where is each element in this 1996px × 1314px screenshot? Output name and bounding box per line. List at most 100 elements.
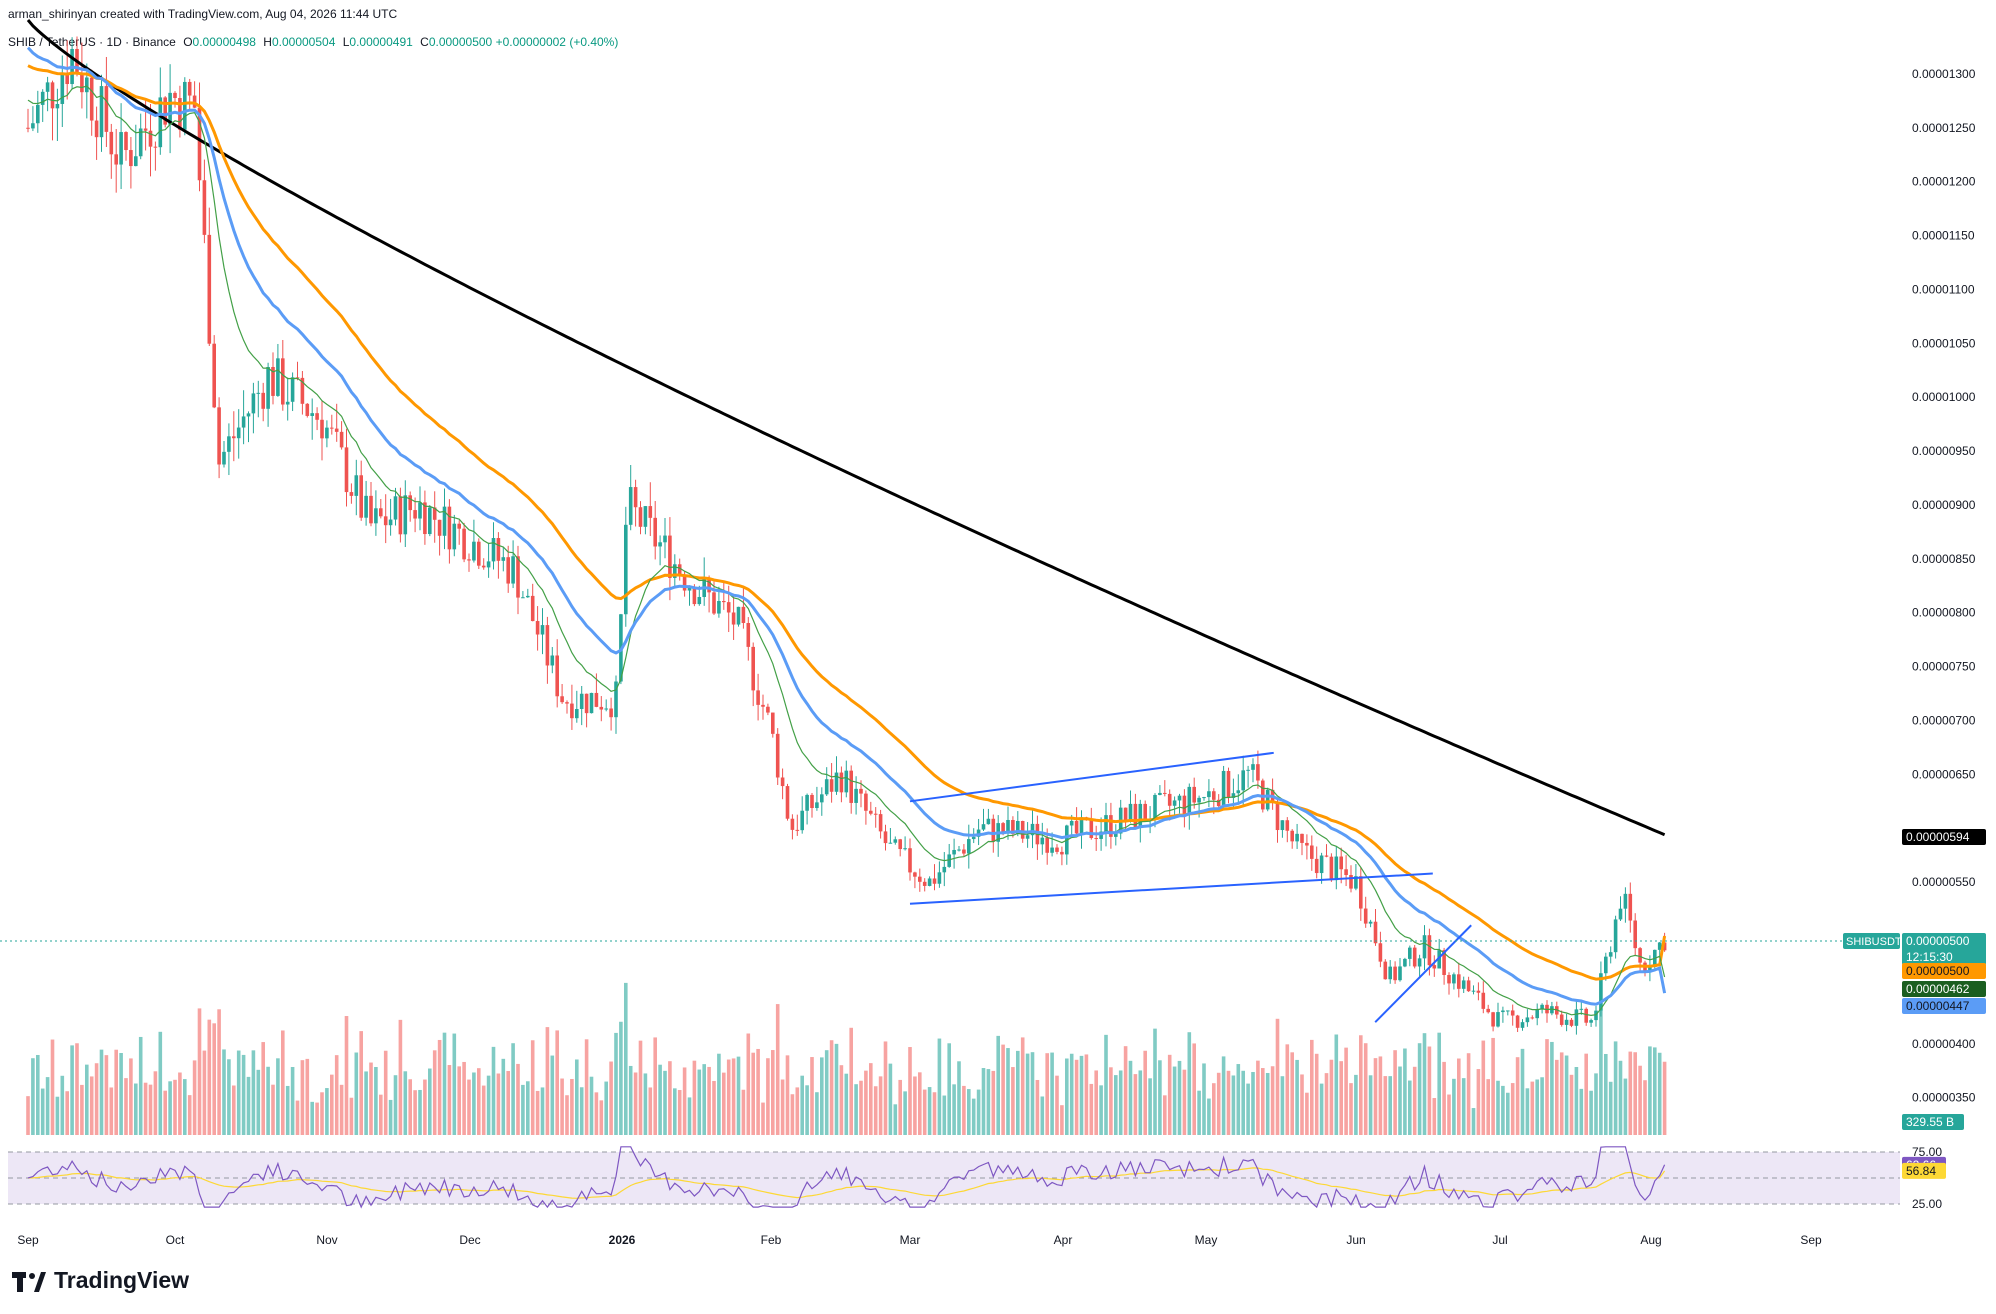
volume-bar [1187,1032,1192,1135]
volume-bar [1447,1094,1451,1135]
candle-body [726,602,731,613]
volume-bar [256,1069,261,1135]
volume-bar [986,1069,991,1135]
candle-body [1569,1019,1574,1026]
volume-bar [565,1095,569,1135]
candle-body [824,779,829,795]
ma-line-green [27,85,1666,1017]
candle-body [1506,1010,1510,1012]
volume-bar [178,1072,182,1135]
volume-bar [1310,1039,1314,1135]
volume-bar [1025,1053,1030,1135]
low-value: 0.00000491 [349,35,413,49]
volume-bar [354,1052,359,1135]
volume-bar [40,1088,45,1135]
high-value: 0.00000504 [271,35,336,49]
candle-body [761,704,765,707]
price-axis[interactable]: 0.00001300 0.00001250 0.00001200 0.00001150… [1912,67,1976,1105]
candle-body [1447,974,1451,984]
volume-bar [1408,1080,1412,1135]
candle-body [712,592,716,614]
volume-bar [775,1004,780,1135]
volume-bar [1221,1056,1226,1135]
candle-body [359,475,363,518]
candle-body [1349,875,1353,889]
volume-bar [1373,1058,1378,1135]
volume-bar [295,1100,300,1135]
volume-bar [31,1058,35,1135]
x-tick-label: Oct [166,1233,185,1247]
volume-bar [1545,1039,1549,1135]
candle-body [1202,797,1206,799]
volume-bar [428,1068,432,1135]
ma-green-tag: 0.00000462 [1906,982,1970,996]
candle-body [1628,893,1633,921]
volume-bar [1246,1083,1250,1135]
candle-body [805,794,809,811]
candle-body [491,538,496,562]
volume-bar [1016,1050,1020,1135]
candle-body [1310,845,1314,859]
candle-body [457,523,461,529]
candle-body [1285,820,1290,831]
bar-countdown: 12:15:30 [1906,950,1953,964]
volume-bar [579,1087,584,1135]
volume-bar [1099,1085,1103,1135]
candle-body [908,848,912,873]
volume-bar [1030,1052,1035,1135]
candle-body [883,831,888,844]
volume-bar [1393,1050,1397,1135]
candle-body [599,706,604,710]
candle-body [1520,1022,1525,1028]
volume-bar [26,1096,30,1135]
candle-body [584,693,589,714]
y-tick-label: 0.00001000 [1912,390,1976,404]
volume-bar [481,1085,486,1135]
volume-bar [1261,1068,1265,1135]
candle-body [1143,803,1147,820]
candle-body [379,508,383,517]
volume-bar [790,1094,795,1135]
candle-body [1476,990,1481,993]
volume-bar [947,1043,951,1135]
volume-bar [423,1079,427,1135]
candle-body [285,401,290,405]
candle-body [163,97,167,125]
candle-body [555,655,559,697]
rsi-level-label: 75.00 [1912,1145,1942,1159]
volume-bar [85,1064,89,1135]
candle-body [138,128,143,157]
volume-bar [712,1080,716,1135]
volume-bar [276,1058,280,1135]
volume-bar [560,1078,564,1135]
candle-body [873,813,878,815]
candle-body [55,103,60,109]
volume-bar [437,1039,442,1135]
volume-bar [197,1008,202,1135]
candle-body [354,475,359,496]
candle-body [673,564,677,578]
volume-bar [80,1084,84,1135]
candle-body [383,516,388,526]
volume-bar [771,1050,775,1135]
candle-body [986,818,991,825]
candle-body [310,413,314,416]
volume-bar [1476,1069,1481,1135]
time-axis[interactable]: Sep Oct Nov Dec 2026 Feb Mar Apr May Jun Jul Aug Sep [17,1233,1822,1247]
moving-averages [26,19,1667,1017]
candle-body [565,702,569,704]
volume-bar [766,1058,770,1135]
volume-bar [722,1072,726,1135]
volume-bar [1339,1061,1343,1135]
candle-body [1417,958,1422,967]
candle-body [746,623,751,647]
volume-bar [589,1076,594,1135]
candle-body [290,377,295,402]
volume-bar [1452,1078,1456,1135]
candle-body [697,596,702,605]
volume-bar [65,1091,69,1135]
candle-body [829,779,834,792]
candle-body [751,646,755,691]
volume-bar [281,1030,285,1135]
